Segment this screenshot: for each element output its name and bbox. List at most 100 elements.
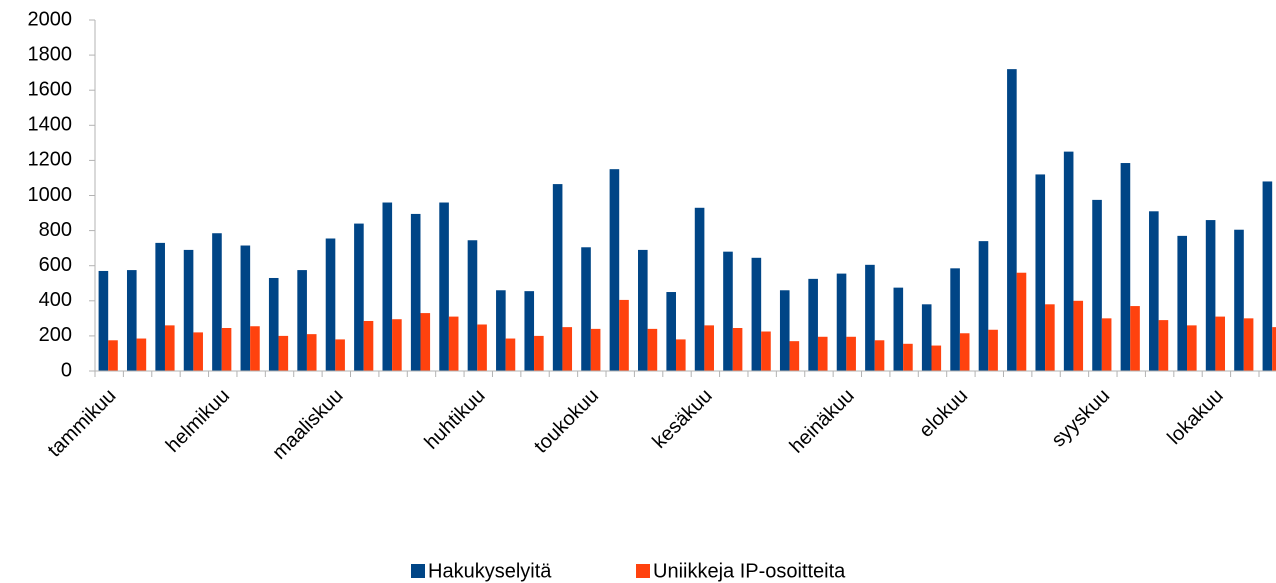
bar [98, 270, 109, 371]
bar [552, 184, 563, 371]
bar [410, 213, 421, 371]
y-tick-label: 1200 [28, 149, 73, 171]
bar [921, 304, 932, 371]
bar [779, 290, 790, 371]
bar [240, 245, 251, 371]
bar [931, 345, 942, 371]
bar [723, 251, 733, 371]
x-tick-label: lokakuu [1163, 385, 1227, 449]
bar [817, 336, 828, 371]
bar [1101, 318, 1112, 371]
bar [704, 325, 714, 371]
bar [1158, 320, 1169, 371]
legend-label: Uniikkeja IP-osoitteita [653, 560, 846, 582]
bar [1205, 220, 1216, 371]
x-tick-label: elokuu [915, 385, 972, 442]
bar [903, 343, 913, 371]
bar [126, 270, 137, 371]
bar [477, 324, 487, 371]
bar [382, 202, 393, 371]
bar [732, 328, 743, 371]
x-tick-label: kesäkuu [648, 385, 716, 453]
bar [666, 292, 676, 371]
bar [1272, 327, 1276, 371]
bar [808, 278, 818, 371]
y-tick-label: 200 [39, 324, 72, 346]
bar [1177, 235, 1188, 371]
bar [751, 257, 762, 371]
bar [836, 273, 847, 371]
bar [505, 338, 516, 371]
y-tick-label: 800 [39, 219, 72, 241]
bar [268, 277, 279, 371]
bar [534, 335, 544, 371]
bar [467, 240, 478, 371]
bar [1007, 69, 1017, 371]
bar [420, 313, 431, 371]
bar [647, 328, 658, 371]
bar [865, 264, 875, 371]
x-tick-label: huhtikuu [421, 385, 490, 454]
bar [638, 249, 648, 371]
y-tick-label: 0 [61, 359, 72, 381]
bar [675, 339, 686, 371]
bar [562, 327, 573, 371]
bar [1063, 151, 1074, 371]
bar [212, 233, 222, 371]
y-tick-label: 1400 [28, 114, 73, 136]
bar [609, 169, 620, 371]
y-tick-label: 600 [39, 254, 72, 276]
x-tick-label: tammikuu [44, 385, 121, 462]
bar [893, 287, 904, 371]
bar [694, 207, 705, 371]
bar [325, 238, 336, 371]
bar [959, 333, 970, 371]
y-tick-label: 1000 [28, 184, 73, 206]
bar [1149, 211, 1159, 371]
bar [1073, 300, 1084, 371]
bar [950, 268, 960, 371]
bar [496, 290, 506, 371]
bar [761, 331, 771, 371]
bar [789, 341, 800, 371]
bar [1035, 174, 1046, 371]
y-tick-label: 1600 [28, 78, 73, 100]
bar [354, 223, 364, 371]
bar [1262, 181, 1273, 371]
bar [619, 299, 629, 371]
bar [1130, 306, 1140, 371]
bar [1215, 316, 1226, 371]
bar [846, 336, 856, 371]
bar [524, 291, 535, 371]
bar [164, 325, 175, 371]
bar [1187, 325, 1197, 371]
bar [448, 316, 459, 371]
bar [193, 332, 203, 371]
bar [1243, 318, 1254, 371]
bar [136, 338, 147, 371]
bar [335, 339, 345, 371]
bar [1120, 163, 1131, 371]
bar [278, 335, 289, 371]
y-tick-label: 1800 [28, 43, 73, 65]
bar [581, 247, 591, 371]
y-tick-label: 400 [39, 289, 72, 311]
legend-swatch [636, 564, 650, 578]
bar [363, 320, 374, 371]
bar [155, 242, 165, 371]
x-tick-label: maaliskuu [268, 385, 347, 464]
bar [306, 334, 317, 371]
bar [1092, 199, 1102, 371]
bar [1016, 272, 1027, 371]
bar [988, 329, 998, 371]
legend-label: Hakukyselyitä [428, 560, 552, 582]
bar [590, 328, 601, 371]
bar [1045, 304, 1055, 371]
bar [297, 270, 307, 371]
legend-swatch [411, 564, 425, 578]
bar [221, 328, 232, 371]
bar [108, 340, 118, 371]
bar [874, 340, 885, 371]
bar [439, 202, 449, 371]
